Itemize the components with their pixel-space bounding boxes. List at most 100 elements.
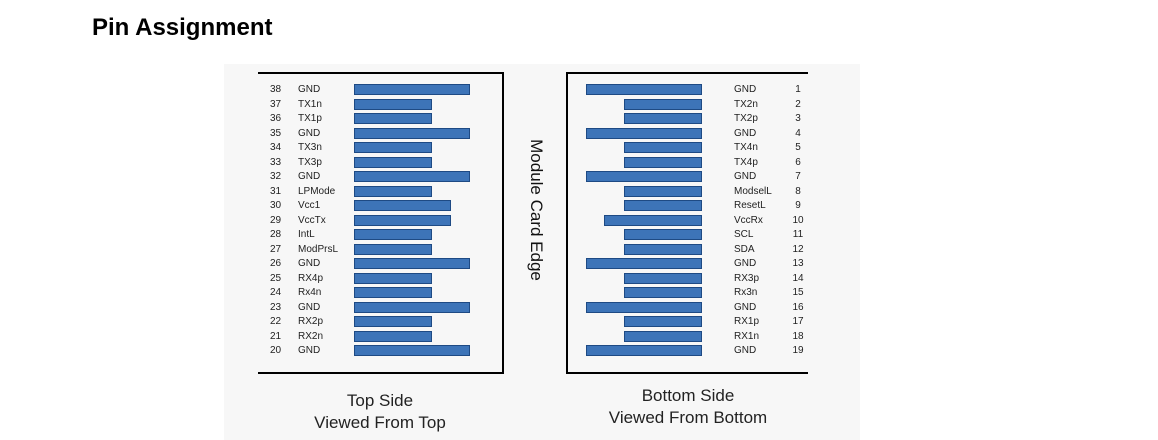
pin-contact-bar [354, 316, 432, 327]
bottom-side-panel: 1 GND 2 TX2n 3 TX2p 4 GND 5 TX4n 6 TX4p 7 GND 8 ModselL… [566, 72, 808, 374]
pin-row: 19 GND [568, 344, 808, 357]
pin-contact-bar [354, 98, 432, 110]
pin-contact-bar [354, 185, 432, 197]
pin-contact-bar [354, 287, 432, 298]
pin-label: VccTx [298, 214, 326, 226]
pin-row: 28 IntL [258, 228, 502, 241]
pin-row: 22 RX2p [258, 315, 502, 328]
pin-number: 1 [795, 84, 801, 95]
pin-number: 20 [270, 345, 282, 356]
pin-label: ModPrsL [298, 243, 339, 255]
pin-label: GND [734, 171, 757, 182]
pin-contact-bar [624, 287, 702, 298]
pin-row: 11 SCL [568, 228, 808, 241]
pin-row: 25 RX4p [258, 272, 502, 285]
pin-number: 35 [270, 127, 282, 139]
pin-number: 34 [270, 142, 282, 153]
pin-number: 10 [792, 214, 804, 226]
pin-row: 27 ModPrsL [258, 243, 502, 256]
pin-label: GND [734, 301, 757, 313]
pin-contact-bar [624, 272, 702, 284]
pin-row: 23 GND [258, 301, 502, 314]
pin-row: 24 Rx4n [258, 286, 502, 299]
pin-row: 21 RX2n [258, 330, 502, 343]
pin-label: GND [734, 127, 757, 139]
pin-row: 37 TX1n [258, 98, 502, 111]
pin-label: TX2p [734, 113, 758, 124]
pin-contact-bar [354, 127, 470, 139]
pin-contact-bar [624, 229, 702, 240]
pin-contact-bar [354, 345, 470, 356]
pin-row: 18 RX1n [568, 330, 808, 343]
pinout-figure-background [224, 64, 860, 440]
pin-contact-bar [354, 84, 470, 95]
pin-contact-bar [354, 142, 432, 153]
pin-number: 17 [792, 316, 804, 327]
pin-label: GND [298, 301, 321, 313]
pin-number: 38 [270, 84, 282, 95]
pin-number: 11 [792, 229, 804, 240]
pin-label: IntL [298, 229, 315, 240]
pin-contact-bar [624, 316, 702, 327]
pin-contact-bar [624, 243, 702, 255]
pin-row: 14 RX3p [568, 272, 808, 285]
pin-row: 38 GND [258, 83, 502, 96]
pin-number: 33 [270, 156, 282, 168]
pin-label: ResetL [734, 200, 766, 211]
pin-row: 12 SDA [568, 243, 808, 256]
pin-contact-bar [354, 156, 432, 168]
pin-contact-bar [586, 84, 702, 95]
pin-number: 31 [270, 185, 282, 197]
pin-contact-bar [586, 258, 702, 269]
pin-row: 13 GND [568, 257, 808, 270]
pin-number: 13 [792, 258, 804, 269]
pin-number: 36 [270, 113, 282, 124]
pin-contact-bar [354, 113, 432, 124]
pin-number: 29 [270, 214, 282, 226]
bottom-side-caption-line2: Viewed From Bottom [608, 408, 768, 427]
pin-row: 31 LPMode [258, 185, 502, 198]
pin-contact-bar [604, 214, 702, 226]
pin-label: ModselL [734, 185, 772, 197]
pin-contact-bar [624, 156, 702, 168]
pin-label: RX4p [298, 272, 324, 284]
pin-label: SDA [734, 243, 755, 255]
pin-number: 30 [270, 200, 282, 211]
pin-row: 2 TX2n [568, 98, 808, 111]
pin-row: 30 Vcc1 [258, 199, 502, 212]
pin-number: 4 [795, 127, 801, 139]
top-side-caption-line2: Viewed From Top [314, 413, 446, 432]
pin-contact-bar [354, 272, 432, 284]
pin-row: 5 TX4n [568, 141, 808, 154]
pin-number: 37 [270, 98, 282, 110]
pin-number: 23 [270, 301, 282, 313]
pin-label: TX4n [734, 142, 758, 153]
pin-label: TX1p [298, 113, 322, 124]
pin-number: 27 [270, 243, 282, 255]
pin-label: GND [298, 127, 321, 139]
pin-contact-bar [586, 127, 702, 139]
pin-label: LPMode [298, 185, 336, 197]
pin-label: TX2n [734, 98, 758, 110]
pin-label: TX4p [734, 156, 758, 168]
pin-row: 32 GND [258, 170, 502, 183]
pin-row: 6 TX4p [568, 156, 808, 169]
pin-number: 6 [795, 156, 801, 168]
pin-label: GND [298, 171, 321, 182]
pin-row: 4 GND [568, 127, 808, 140]
pin-label: RX2p [298, 316, 324, 327]
pin-number: 22 [270, 316, 282, 327]
pin-row: 17 RX1p [568, 315, 808, 328]
pin-row: 36 TX1p [258, 112, 502, 125]
pin-contact-bar [624, 200, 702, 211]
pin-contact-bar [354, 258, 470, 269]
pin-label: TX3p [298, 156, 322, 168]
top-side-caption-line1: Top Side [346, 391, 414, 410]
pin-label: RX1p [734, 316, 760, 327]
pin-label: TX1n [298, 98, 322, 110]
pin-number: 9 [795, 200, 801, 211]
pin-number: 28 [270, 229, 282, 240]
pin-contact-bar [586, 345, 702, 356]
pin-contact-bar [624, 330, 702, 342]
pin-label: GND [298, 345, 321, 356]
